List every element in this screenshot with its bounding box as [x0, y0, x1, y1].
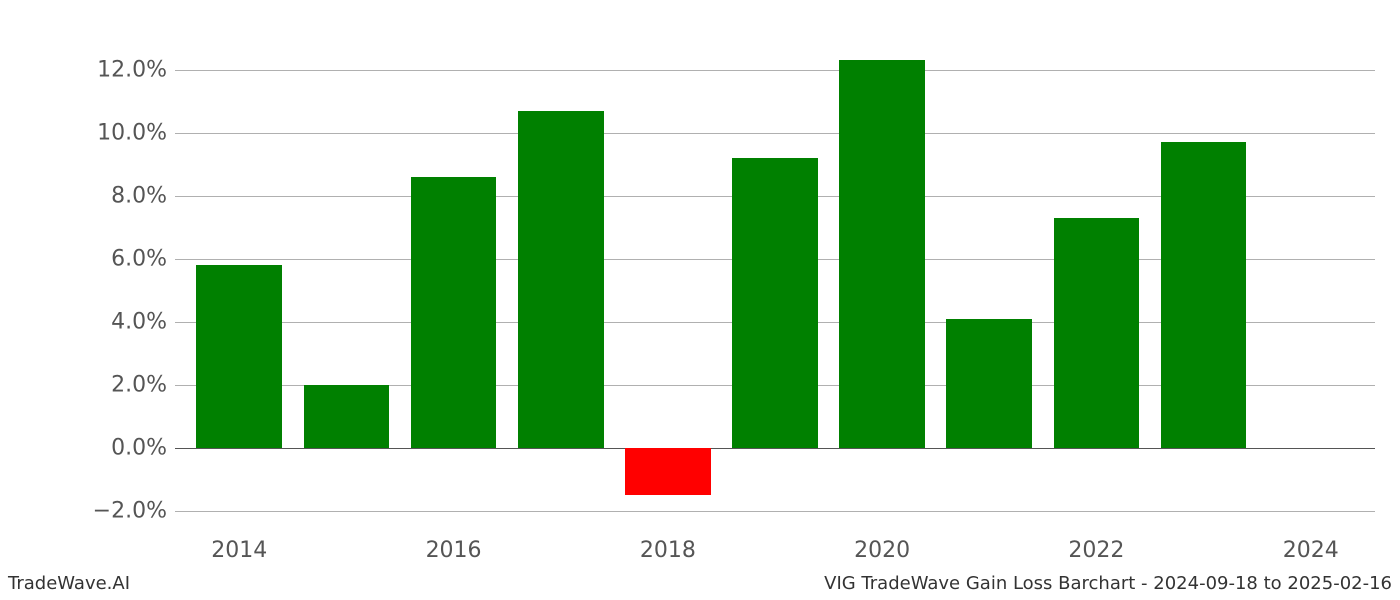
footer-left-text: TradeWave.AI	[8, 573, 130, 594]
y-tick-label: 12.0%	[97, 57, 167, 82]
y-tick-label: −2.0%	[93, 499, 167, 524]
bar	[946, 319, 1032, 448]
gridline	[175, 70, 1375, 71]
x-tick-label: 2018	[640, 538, 696, 563]
y-tick-label: 6.0%	[111, 246, 167, 271]
y-tick-label: 10.0%	[97, 120, 167, 145]
zero-line	[175, 448, 1375, 449]
y-tick-label: 4.0%	[111, 309, 167, 334]
plot-area: −2.0%0.0%2.0%4.0%6.0%8.0%10.0%12.0%20142…	[175, 38, 1375, 530]
bar	[839, 60, 925, 448]
bar	[304, 385, 390, 448]
bar	[411, 177, 497, 448]
bar	[732, 158, 818, 448]
x-tick-label: 2022	[1068, 538, 1124, 563]
footer-right-text: VIG TradeWave Gain Loss Barchart - 2024-…	[824, 573, 1392, 594]
x-tick-label: 2020	[854, 538, 910, 563]
x-tick-label: 2016	[426, 538, 482, 563]
gridline	[175, 133, 1375, 134]
y-tick-label: 2.0%	[111, 372, 167, 397]
bar	[1054, 218, 1140, 448]
x-tick-label: 2024	[1283, 538, 1339, 563]
y-tick-label: 8.0%	[111, 183, 167, 208]
gridline	[175, 511, 1375, 512]
bar	[1161, 142, 1247, 448]
gain-loss-barchart: −2.0% 0.0% 2.0% 4.0% 6.0% 8.0% 10.0% 12.0% 2014 2…	[0, 0, 1400, 600]
bar	[518, 111, 604, 448]
x-tick-label: 2014	[211, 538, 267, 563]
y-tick-label: 0.0%	[111, 436, 167, 461]
bar	[625, 448, 711, 495]
bar	[196, 265, 282, 448]
